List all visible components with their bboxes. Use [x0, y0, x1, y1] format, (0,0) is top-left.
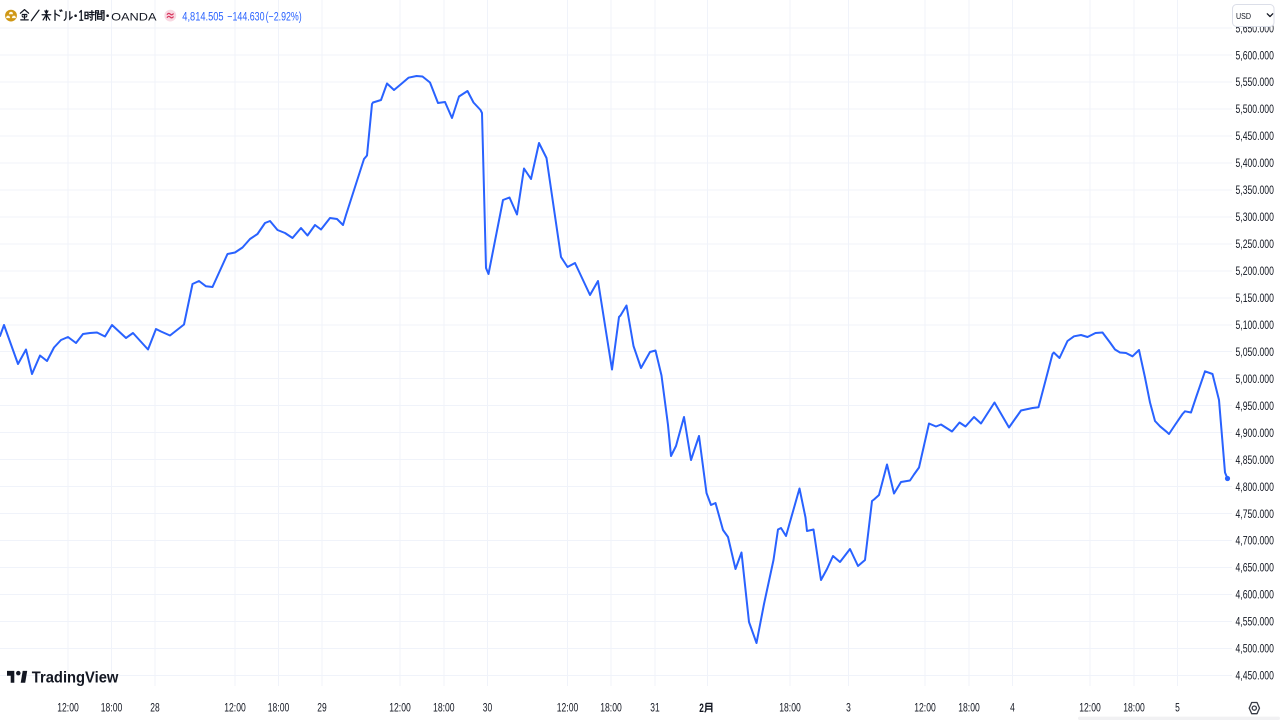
svg-text:18:00: 18:00 — [1123, 703, 1145, 715]
svg-text:12:00: 12:00 — [914, 703, 936, 715]
svg-text:12:00: 12:00 — [389, 703, 411, 715]
svg-text:3: 3 — [846, 703, 851, 715]
svg-text:4,950.000: 4,950.000 — [1236, 401, 1274, 413]
svg-text:5,200.000: 5,200.000 — [1236, 266, 1274, 278]
svg-text:18:00: 18:00 — [433, 703, 455, 715]
svg-text:12:00: 12:00 — [557, 703, 579, 715]
svg-text:4,750.000: 4,750.000 — [1236, 509, 1274, 521]
svg-text:4,500.000: 4,500.000 — [1236, 644, 1274, 656]
svg-text:18:00: 18:00 — [600, 703, 622, 715]
svg-text:(−2.92%): (−2.92%) — [266, 11, 302, 23]
svg-text:5,350.000: 5,350.000 — [1236, 185, 1274, 197]
svg-text:12:00: 12:00 — [224, 703, 246, 715]
svg-text:4,700.000: 4,700.000 — [1236, 536, 1274, 548]
svg-text:18:00: 18:00 — [101, 703, 123, 715]
svg-text:28: 28 — [150, 703, 159, 715]
svg-text:18:00: 18:00 — [779, 703, 801, 715]
svg-text:18:00: 18:00 — [268, 703, 290, 715]
svg-text:USD: USD — [1236, 11, 1251, 21]
svg-text:−144.630: −144.630 — [227, 11, 264, 23]
svg-text:5,400.000: 5,400.000 — [1236, 158, 1274, 170]
svg-text:4,450.000: 4,450.000 — [1236, 671, 1274, 683]
svg-text:4: 4 — [1010, 703, 1015, 715]
svg-text:12:00: 12:00 — [1079, 703, 1101, 715]
svg-text:5,500.000: 5,500.000 — [1236, 104, 1274, 116]
svg-text:5,150.000: 5,150.000 — [1236, 293, 1274, 305]
svg-text:5,000.000: 5,000.000 — [1236, 374, 1274, 386]
svg-text:4,600.000: 4,600.000 — [1236, 590, 1274, 602]
svg-text:5,450.000: 5,450.000 — [1236, 131, 1274, 143]
svg-text:5: 5 — [1175, 703, 1180, 715]
svg-text:4,900.000: 4,900.000 — [1236, 428, 1274, 440]
svg-text:TradingView: TradingView — [32, 670, 119, 687]
svg-text:5,250.000: 5,250.000 — [1236, 239, 1274, 251]
svg-text:18:00: 18:00 — [958, 703, 980, 715]
svg-text:12:00: 12:00 — [57, 703, 79, 715]
svg-text:5,600.000: 5,600.000 — [1236, 50, 1274, 62]
svg-text:4,850.000: 4,850.000 — [1236, 455, 1274, 467]
svg-text:30: 30 — [483, 703, 492, 715]
svg-text:5,050.000: 5,050.000 — [1236, 347, 1274, 359]
svg-text:OANDA: OANDA — [111, 11, 157, 23]
svg-text:31: 31 — [650, 703, 659, 715]
svg-text:4,814.505: 4,814.505 — [182, 11, 223, 23]
svg-text:4,650.000: 4,650.000 — [1236, 563, 1274, 575]
svg-text:5,550.000: 5,550.000 — [1236, 77, 1274, 89]
svg-text:4,800.000: 4,800.000 — [1236, 482, 1274, 494]
svg-text:5,300.000: 5,300.000 — [1236, 212, 1274, 224]
svg-text:2: 2 — [699, 703, 704, 715]
svg-text:4,550.000: 4,550.000 — [1236, 617, 1274, 629]
svg-text:5,100.000: 5,100.000 — [1236, 320, 1274, 332]
svg-text:29: 29 — [317, 703, 326, 715]
